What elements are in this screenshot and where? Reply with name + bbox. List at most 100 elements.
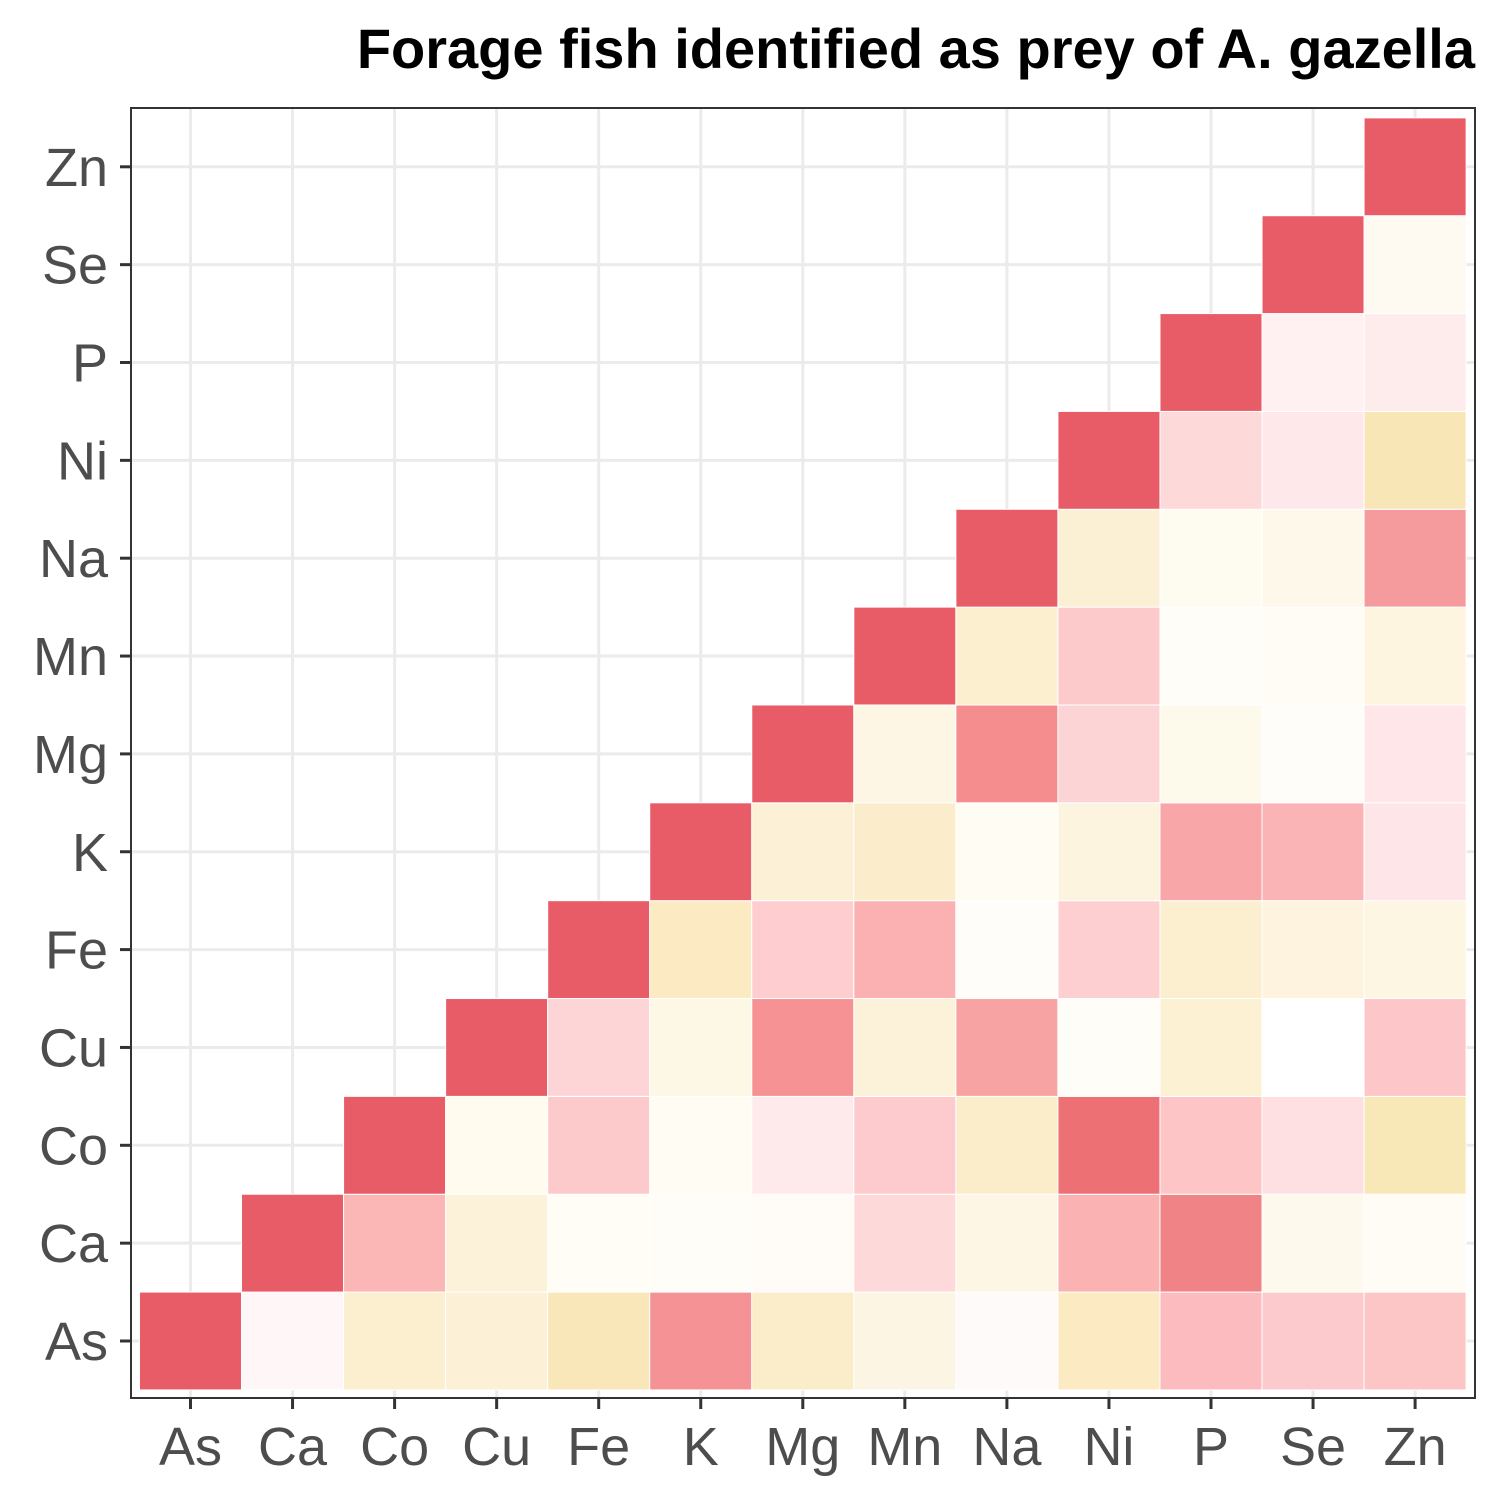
heatmap-cell-Mn-K xyxy=(853,802,957,902)
x-axis: As Ca Co Cu Fe K Mg Mn Na Ni P Se Zn xyxy=(159,1417,1447,1477)
heatmap-cell-Na-Co xyxy=(955,1095,1059,1195)
heatmap-cell-P-Ni xyxy=(1159,410,1263,510)
heatmap-cell-Fe-Co xyxy=(547,1095,651,1195)
heatmap-cell-P-As xyxy=(1159,1291,1263,1391)
heatmap-cell-As-As xyxy=(138,1291,243,1391)
heatmap-cell-Co-Co xyxy=(343,1095,447,1195)
heatmap-cell-P-Na xyxy=(1159,508,1263,608)
y-tick-label-Mg: Mg xyxy=(33,725,108,785)
heatmap-cell-Zn-Ni xyxy=(1363,410,1467,510)
chart-title: Forage fish identified as prey of A. gaz… xyxy=(356,17,1475,80)
heatmap-cell-Na-As xyxy=(955,1291,1059,1391)
heatmap-cell-Mn-Mg xyxy=(853,704,957,804)
heatmap-cell-Se-Mn xyxy=(1261,606,1365,706)
heatmap-cell-Mg-Ca xyxy=(751,1193,855,1293)
y-tick-label-Zn: Zn xyxy=(45,138,108,198)
heatmap-cell-Ni-K xyxy=(1057,802,1161,902)
heatmap-cell-Se-Mg xyxy=(1261,704,1365,804)
heatmap-cell-K-Cu xyxy=(649,998,753,1097)
heatmap-cell-Se-P xyxy=(1261,313,1365,412)
x-tick-label-Mg: Mg xyxy=(765,1417,840,1477)
heatmap-cell-P-Ca xyxy=(1159,1193,1263,1293)
y-tick-label-K: K xyxy=(72,823,108,883)
heatmap-cell-Ca-Ca xyxy=(241,1193,345,1293)
x-tick-label-K: K xyxy=(683,1417,719,1477)
heatmap-cell-Na-K xyxy=(955,802,1059,902)
y-tick-label-Se: Se xyxy=(42,236,108,296)
heatmap-cell-Se-Se xyxy=(1261,215,1365,315)
heatmap-cell-Co-As xyxy=(343,1291,447,1391)
heatmap-cell-Ni-Na xyxy=(1057,508,1161,608)
heatmap-cell-P-Mg xyxy=(1159,704,1263,804)
y-tick-label-Na: Na xyxy=(39,529,109,589)
heatmap-cell-Na-Ca xyxy=(955,1193,1059,1293)
heatmap-cell-Se-Ni xyxy=(1261,410,1365,510)
heatmap-cell-Na-Mn xyxy=(955,606,1059,706)
heatmap-cell-Mg-Co xyxy=(751,1095,855,1195)
x-tick-label-Fe: Fe xyxy=(567,1417,630,1477)
heatmap-cell-Se-Fe xyxy=(1261,900,1365,1000)
heatmap-cell-Zn-P xyxy=(1363,313,1467,412)
heatmap-cell-Zn-Se xyxy=(1363,215,1467,315)
x-tick-label-Cu: Cu xyxy=(462,1417,531,1477)
heatmap-cell-Na-Mg xyxy=(955,704,1059,804)
heatmap-cell-Zn-Ca xyxy=(1363,1193,1467,1293)
tick-layer xyxy=(120,165,1417,1409)
x-tick-label-Na: Na xyxy=(972,1417,1042,1477)
heatmap-cell-Mg-Cu xyxy=(751,998,855,1097)
heatmap-cell-Se-Na xyxy=(1261,508,1365,608)
heatmap-cell-Ni-Fe xyxy=(1057,900,1161,1000)
heatmap-cell-P-P xyxy=(1159,313,1263,412)
heatmap-cell-Cu-Co xyxy=(445,1095,549,1195)
y-axis: As Ca Co Cu Fe K Mg Mn Na Ni P Se Zn xyxy=(33,138,109,1372)
heatmap-cell-Se-Cu xyxy=(1261,998,1365,1097)
heatmap-cell-Ni-Mg xyxy=(1057,704,1161,804)
heatmap-cell-P-Cu xyxy=(1159,998,1263,1097)
heatmap-cell-Mg-K xyxy=(751,802,855,902)
heatmap-cell-Zn-Na xyxy=(1363,508,1467,608)
x-tick-label-As: As xyxy=(159,1417,222,1477)
heatmap-cell-Ni-Co xyxy=(1057,1095,1161,1195)
heatmap-cell-Ni-Ni xyxy=(1057,410,1161,510)
heatmap-cell-K-K xyxy=(649,802,753,902)
heatmap-cell-Fe-As xyxy=(547,1291,651,1391)
heatmap-cell-Zn-Mg xyxy=(1363,704,1467,804)
heatmap-cell-Mn-As xyxy=(853,1291,957,1391)
y-tick-label-Cu: Cu xyxy=(39,1018,108,1078)
heatmap-cell-Ni-Cu xyxy=(1057,998,1161,1097)
heatmap-cell-Zn-K xyxy=(1363,802,1467,902)
heatmap-cell-Se-K xyxy=(1261,802,1365,902)
heatmap-cell-Mg-Fe xyxy=(751,900,855,1000)
heatmap-cell-K-Co xyxy=(649,1095,753,1195)
heatmap-cell-P-Fe xyxy=(1159,900,1263,1000)
heatmap-cell-Fe-Fe xyxy=(547,900,651,1000)
heatmap-cell-Cu-Ca xyxy=(445,1193,549,1293)
heatmap-cell-Se-Co xyxy=(1261,1095,1365,1195)
heatmap-cell-Se-Ca xyxy=(1261,1193,1365,1293)
heatmap-cell-Mn-Fe xyxy=(853,900,957,1000)
y-tick-label-Ca: Ca xyxy=(39,1214,109,1274)
x-tick-label-P: P xyxy=(1193,1417,1229,1477)
heatmap-cell-Ni-As xyxy=(1057,1291,1161,1391)
heatmap-cell-Zn-Mn xyxy=(1363,606,1467,706)
heatmap-cell-Fe-Cu xyxy=(547,998,651,1097)
y-tick-label-As: As xyxy=(45,1312,108,1372)
x-tick-label-Mn: Mn xyxy=(867,1417,942,1477)
heatmap-cell-Mn-Ca xyxy=(853,1193,957,1293)
heatmap-cell-Zn-Cu xyxy=(1363,998,1467,1097)
heatmap-cell-Cu-Cu xyxy=(445,998,549,1097)
x-tick-label-Ca: Ca xyxy=(258,1417,328,1477)
heatmap-cell-Zn-Zn xyxy=(1363,117,1467,217)
heatmap-cell-Mn-Mn xyxy=(853,606,957,706)
heatmap-cell-K-Fe xyxy=(649,900,753,1000)
heatmap-cell-Fe-Ca xyxy=(547,1193,651,1293)
y-tick-label-P: P xyxy=(72,334,108,394)
heatmap-cell-P-Co xyxy=(1159,1095,1263,1195)
heatmap-cell-Ni-Mn xyxy=(1057,606,1161,706)
heatmap-cell-K-Ca xyxy=(649,1193,753,1293)
x-tick-label-Se: Se xyxy=(1280,1417,1346,1477)
heatmap-cell-Mg-Mg xyxy=(751,704,855,804)
heatmap-cell-Mg-As xyxy=(751,1291,855,1391)
heatmap-cell-Mn-Cu xyxy=(853,998,957,1097)
